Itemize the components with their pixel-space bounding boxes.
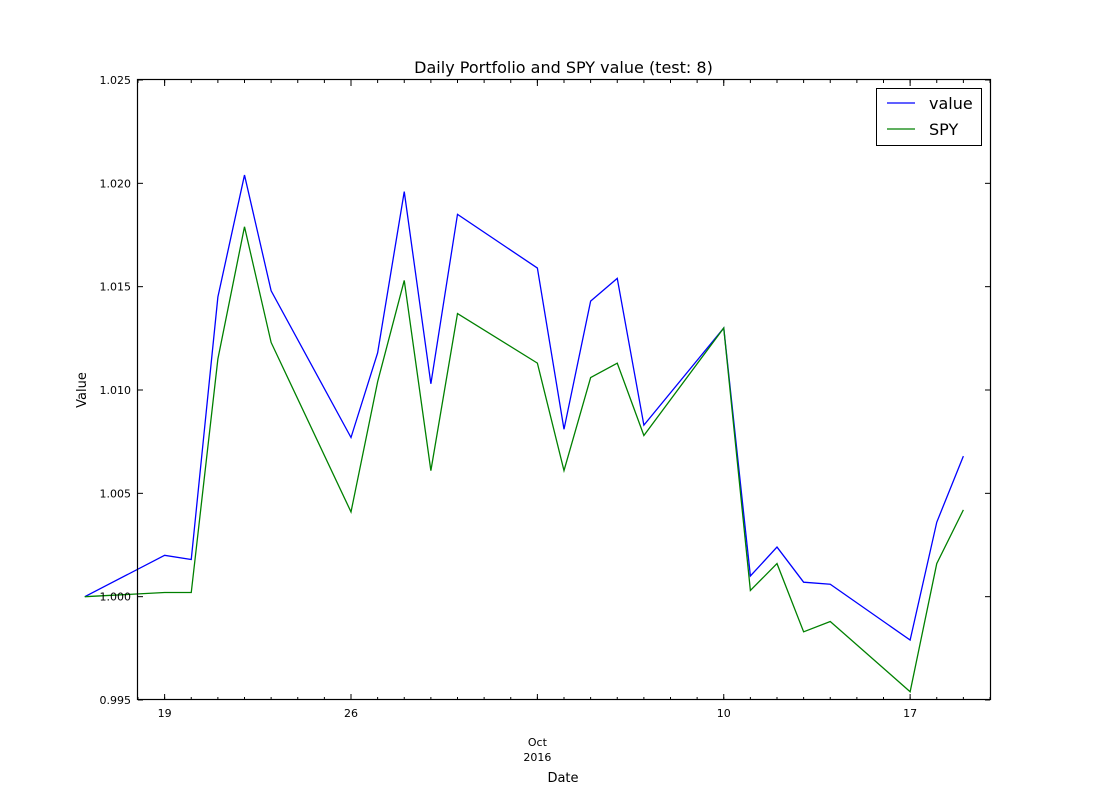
y-tick-label: 1.010 <box>100 384 132 397</box>
y-tick-label: 0.995 <box>100 694 132 707</box>
plot-area <box>84 174 964 693</box>
x-axis: 19 26 Oct 2016 10 17 <box>137 80 991 764</box>
y-axis-label: Value <box>75 372 90 408</box>
legend-entry: SPY <box>929 120 958 139</box>
legend: value SPY <box>876 88 982 146</box>
x-tick-label: 17 <box>903 707 917 720</box>
series-line-1 <box>84 226 964 693</box>
legend-entry: value <box>929 94 973 113</box>
series-line-0 <box>84 174 964 642</box>
x-axis-label: Date <box>547 771 578 786</box>
y-tick-label: 1.005 <box>100 487 132 500</box>
chart-title: Daily Portfolio and SPY value (test: 8) <box>414 58 713 77</box>
y-axis: 0.995 1.000 1.005 1.010 1.015 1.020 1.025 <box>100 74 990 707</box>
x-tick-label: 26 <box>344 707 358 720</box>
x-tick-label: 10 <box>717 707 731 720</box>
y-tick-label: 1.025 <box>100 74 132 87</box>
x-tick-label: Oct 2016 <box>523 736 551 764</box>
y-tick-label: 1.020 <box>100 177 132 190</box>
legend-box <box>876 88 982 146</box>
y-tick-label: 1.015 <box>100 281 132 294</box>
y-tick-label: 1.000 <box>100 591 132 604</box>
x-tick-label: 19 <box>158 707 172 720</box>
